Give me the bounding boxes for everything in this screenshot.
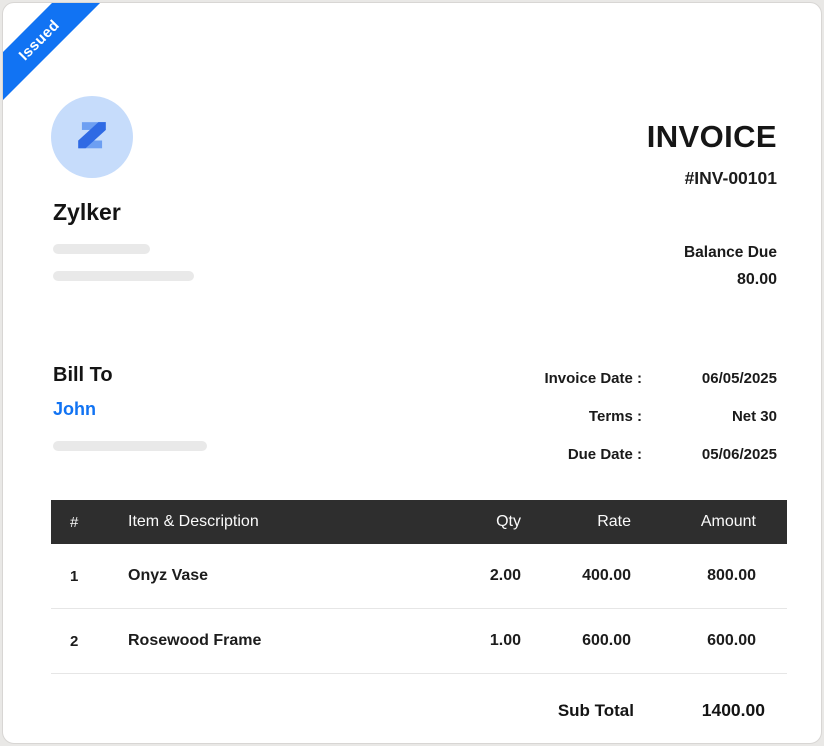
- invoice-header: INVOICE #INV-00101 Balance Due 80.00: [647, 119, 777, 289]
- row-rate: 400.00: [582, 567, 631, 584]
- balance-due-value: 80.00: [736, 271, 777, 288]
- header-rate: Rate: [597, 513, 631, 530]
- row-amount: 600.00: [707, 632, 756, 649]
- terms-value: Net 30: [731, 407, 777, 425]
- row-item: Rosewood Frame: [128, 632, 262, 649]
- customer-name-link[interactable]: John: [53, 399, 96, 419]
- subtotal-value: 1400.00: [701, 700, 765, 720]
- terms-label: Terms :: [588, 407, 642, 425]
- balance-due-label: Balance Due: [683, 244, 777, 261]
- due-date-label: Due Date :: [567, 445, 642, 463]
- header-index: #: [70, 513, 79, 531]
- company-address-placeholder-bar: [53, 244, 150, 254]
- status-ribbon-label: Issued: [15, 16, 63, 64]
- table-row: 2 Rosewood Frame 1.00 600.00 600.00: [51, 609, 787, 674]
- subtotal-label: Sub Total: [557, 700, 634, 720]
- company-logo: [51, 96, 133, 178]
- header-item: Item & Description: [128, 513, 259, 530]
- invoice-details: Invoice Date : 06/05/2025 Terms : Net 30…: [457, 359, 777, 473]
- invoice-date-value: 06/05/2025: [701, 369, 777, 387]
- row-qty: 2.00: [489, 567, 521, 584]
- table-row: 1 Onyz Vase 2.00 400.00 800.00: [51, 544, 787, 609]
- line-items-table: # Item & Description Qty Rate Amount 1 O…: [51, 500, 787, 743]
- invoice-date-label: Invoice Date :: [544, 369, 642, 387]
- subtotal-row: Sub Total 1400.00: [51, 674, 787, 743]
- row-item: Onyz Vase: [128, 567, 209, 584]
- invoice-number: #INV-00101: [684, 168, 777, 188]
- invoice-title: INVOICE: [646, 119, 777, 154]
- company-name: Zylker: [53, 199, 121, 225]
- header-amount: Amount: [700, 513, 756, 530]
- row-qty: 1.00: [489, 632, 521, 649]
- company-address-placeholder-bar: [53, 271, 194, 281]
- row-amount: 800.00: [707, 567, 756, 584]
- header-qty: Qty: [496, 513, 521, 530]
- row-rate: 600.00: [582, 632, 631, 649]
- due-date-value: 05/06/2025: [701, 445, 777, 463]
- customer-address-placeholder-bar: [53, 441, 207, 451]
- row-index: 2: [70, 632, 79, 650]
- bill-to-label: Bill To: [53, 364, 113, 386]
- table-header-row: # Item & Description Qty Rate Amount: [51, 500, 787, 544]
- row-index: 1: [70, 567, 79, 585]
- zylker-z-logo-icon: [70, 113, 114, 162]
